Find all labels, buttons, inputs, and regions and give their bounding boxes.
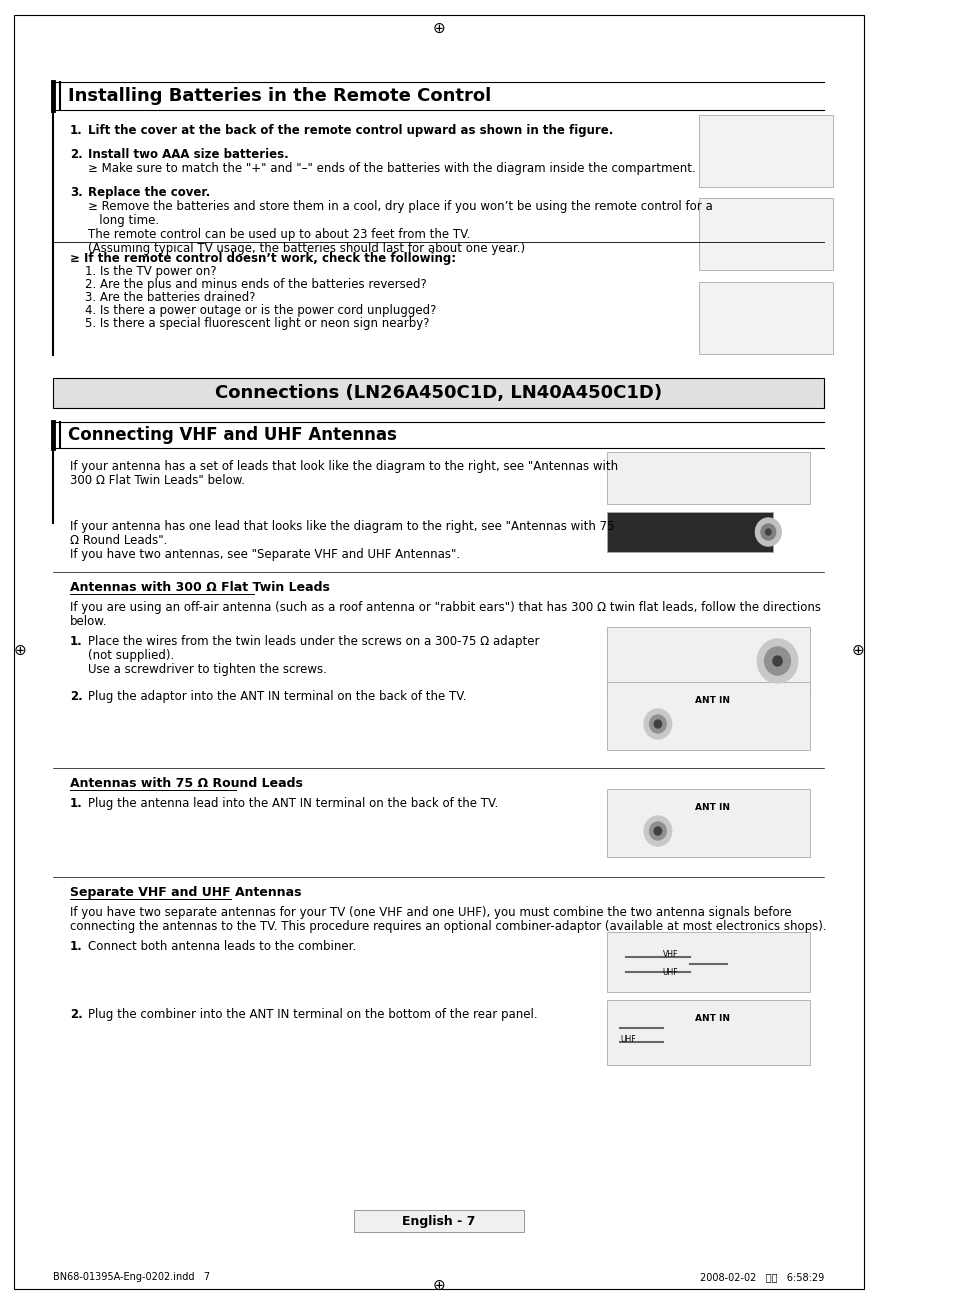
Circle shape	[772, 656, 781, 666]
Text: 2.: 2.	[70, 1008, 83, 1021]
Text: (Assuming typical TV usage, the batteries should last for about one year.): (Assuming typical TV usage, the batterie…	[89, 243, 525, 256]
Text: 3. Are the batteries drained?: 3. Are the batteries drained?	[70, 291, 255, 304]
Bar	[607, 627, 809, 695]
Text: ⊕: ⊕	[850, 643, 863, 657]
Text: Replace the cover.: Replace the cover.	[89, 186, 211, 200]
Text: ⊕: ⊕	[432, 21, 445, 35]
Text: Separate VHF and UHF Antennas: Separate VHF and UHF Antennas	[70, 885, 301, 898]
Circle shape	[764, 529, 770, 535]
Circle shape	[643, 816, 671, 846]
Bar	[607, 452, 809, 505]
Bar	[699, 282, 832, 353]
Text: Plug the combiner into the ANT IN terminal on the bottom of the rear panel.: Plug the combiner into the ANT IN termin…	[89, 1008, 537, 1021]
Text: 4. Is there a power outage or is the power cord unplugged?: 4. Is there a power outage or is the pow…	[70, 304, 436, 317]
Circle shape	[760, 524, 775, 540]
Text: Use a screwdriver to tighten the screws.: Use a screwdriver to tighten the screws.	[89, 662, 327, 675]
Text: Connect both antenna leads to the combiner.: Connect both antenna leads to the combin…	[89, 940, 356, 953]
Circle shape	[643, 709, 671, 739]
Text: Lift the cover at the back of the remote control upward as shown in the figure.: Lift the cover at the back of the remote…	[89, 124, 613, 137]
Text: 1.: 1.	[70, 797, 83, 810]
Text: Ω Round Leads".: Ω Round Leads".	[70, 535, 167, 546]
Text: 2.: 2.	[70, 690, 83, 703]
Circle shape	[764, 647, 790, 675]
Text: 2008-02-02   오후   6:58:29: 2008-02-02 오후 6:58:29	[700, 1271, 823, 1282]
Text: Antennas with 300 Ω Flat Twin Leads: Antennas with 300 Ω Flat Twin Leads	[70, 582, 330, 595]
Text: UHF: UHF	[619, 1035, 635, 1045]
Circle shape	[755, 518, 781, 546]
Text: 300 Ω Flat Twin Leads" below.: 300 Ω Flat Twin Leads" below.	[70, 473, 245, 486]
Text: 1.: 1.	[70, 940, 83, 953]
Circle shape	[757, 639, 797, 683]
Text: 5. Is there a special fluorescent light or neon sign nearby?: 5. Is there a special fluorescent light …	[70, 317, 429, 330]
Text: Installing Batteries in the Remote Control: Installing Batteries in the Remote Contr…	[68, 87, 491, 106]
Text: Plug the antenna lead into the ANT IN terminal on the back of the TV.: Plug the antenna lead into the ANT IN te…	[89, 797, 498, 810]
Text: ≥ Make sure to match the "+" and "–" ends of the batteries with the diagram insi: ≥ Make sure to match the "+" and "–" end…	[89, 162, 696, 175]
Circle shape	[654, 827, 660, 835]
Text: Connections (LN26A450C1D, LN40A450C1D): Connections (LN26A450C1D, LN40A450C1D)	[215, 383, 661, 402]
Text: Connecting VHF and UHF Antennas: Connecting VHF and UHF Antennas	[68, 426, 396, 443]
Text: ANT IN: ANT IN	[694, 803, 729, 812]
Bar	[607, 789, 809, 857]
Text: If your antenna has a set of leads that look like the diagram to the right, see : If your antenna has a set of leads that …	[70, 460, 618, 473]
Text: 2. Are the plus and minus ends of the batteries reversed?: 2. Are the plus and minus ends of the ba…	[70, 278, 426, 291]
Bar	[607, 512, 772, 552]
Text: If you are using an off-air antenna (such as a roof antenna or "rabbit ears") th: If you are using an off-air antenna (suc…	[70, 601, 821, 614]
Text: 1.: 1.	[70, 635, 83, 648]
Text: Install two AAA size batteries.: Install two AAA size batteries.	[89, 147, 289, 160]
Circle shape	[649, 715, 665, 733]
Bar	[53, 378, 823, 408]
Text: If you have two separate antennas for your TV (one VHF and one UHF), you must co: If you have two separate antennas for yo…	[70, 906, 791, 919]
Text: If you have two antennas, see "Separate VHF and UHF Antennas".: If you have two antennas, see "Separate …	[70, 548, 459, 561]
Bar	[607, 682, 809, 750]
Circle shape	[649, 822, 665, 840]
Text: Antennas with 75 Ω Round Leads: Antennas with 75 Ω Round Leads	[70, 777, 302, 790]
Text: Plug the adaptor into the ANT IN terminal on the back of the TV.: Plug the adaptor into the ANT IN termina…	[89, 690, 466, 703]
Bar	[699, 115, 832, 186]
Text: ⊕: ⊕	[14, 643, 27, 657]
Text: ≥ Remove the batteries and store them in a cool, dry place if you won’t be using: ≥ Remove the batteries and store them in…	[89, 200, 712, 213]
Text: ≥ If the remote control doesn’t work, check the following:: ≥ If the remote control doesn’t work, ch…	[70, 252, 456, 265]
Bar	[354, 1210, 524, 1232]
Text: 3.: 3.	[70, 186, 83, 200]
Text: The remote control can be used up to about 23 feet from the TV.: The remote control can be used up to abo…	[89, 228, 470, 241]
Text: English - 7: English - 7	[402, 1214, 476, 1227]
Text: connecting the antennas to the TV. This procedure requires an optional combiner-: connecting the antennas to the TV. This …	[70, 921, 825, 932]
Text: If your antenna has one lead that looks like the diagram to the right, see "Ante: If your antenna has one lead that looks …	[70, 520, 614, 533]
Text: long time.: long time.	[89, 214, 159, 227]
Text: 2.: 2.	[70, 147, 83, 160]
Text: ANT IN: ANT IN	[694, 1015, 729, 1024]
Text: ⊕: ⊕	[432, 1278, 445, 1292]
Bar	[607, 1000, 809, 1065]
Text: Place the wires from the twin leads under the screws on a 300-75 Ω adapter: Place the wires from the twin leads unde…	[89, 635, 539, 648]
Text: UHF: UHF	[661, 968, 678, 977]
Bar	[699, 198, 832, 270]
Text: below.: below.	[70, 615, 108, 629]
Text: 1. Is the TV power on?: 1. Is the TV power on?	[70, 265, 216, 278]
Text: VHF: VHF	[661, 951, 678, 958]
Bar	[607, 932, 809, 992]
Circle shape	[654, 720, 660, 728]
Text: BN68-01395A-Eng-0202.indd   7: BN68-01395A-Eng-0202.indd 7	[53, 1271, 211, 1282]
Text: 1.: 1.	[70, 124, 83, 137]
Text: (not supplied).: (not supplied).	[89, 649, 174, 662]
Text: ANT IN: ANT IN	[694, 696, 729, 705]
